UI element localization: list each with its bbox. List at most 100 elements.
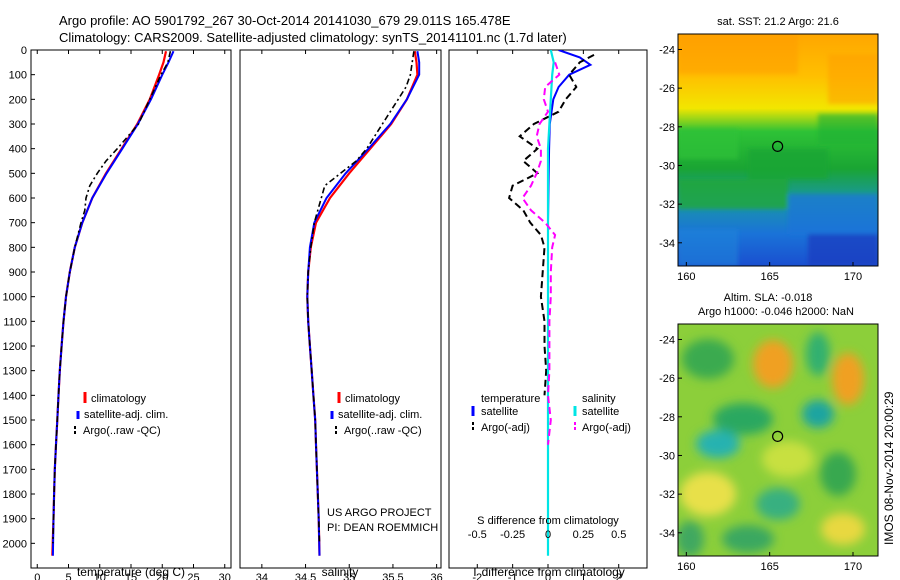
t-difference-axis-ticks: -2 -1 0 1 2 <box>472 50 622 580</box>
legend-header-salinity: salinity <box>582 393 616 405</box>
s-tick-label: 0.5 <box>611 529 626 541</box>
map-x-tick-label: 165 <box>760 271 778 283</box>
sst-map-frame <box>677 33 879 267</box>
x-tick-label: 2 <box>616 572 622 580</box>
salinity-legend: climatology satellite-adj. clim. Argo(..… <box>330 392 422 437</box>
map-y-tick-label: -34 <box>659 238 675 250</box>
x-tick-label: 35.5 <box>382 572 403 580</box>
x-tick-label: 35 <box>343 572 355 580</box>
salinity-axis-ticks: 34 34.5 35 35.5 36 <box>256 50 443 580</box>
project-pi: PI: DEAN ROEMMICH <box>327 522 438 534</box>
s-difference-xlabel: S difference from climatology <box>477 515 619 527</box>
y-tick-label: 1300 <box>3 366 27 378</box>
map-y-tick-label: -32 <box>659 199 675 211</box>
x-tick-label: 34.5 <box>295 572 316 580</box>
temperature-axis-ticks: 0 5 10 15 20 25 30 <box>34 50 231 580</box>
y-tick-label: 800 <box>9 242 27 254</box>
x-tick-label: -1 <box>508 572 518 580</box>
x-tick-label: 36 <box>431 572 443 580</box>
y-tick-label: 1500 <box>3 415 27 427</box>
map-x-tick-label: 170 <box>844 561 862 573</box>
y-tick-label: 600 <box>9 193 27 205</box>
sla-map-title: Altim. SLA: -0.018 <box>724 292 813 304</box>
salinity-xlabel: salinity <box>322 565 359 579</box>
map-y-tick-label: -30 <box>659 450 675 462</box>
legend-label-climatology: climatology <box>345 393 401 405</box>
x-tick-label: 10 <box>94 572 106 580</box>
sst-map-panel: sat. SST: 21.2 Argo: 21.6 160 165 170 -24 -2… <box>659 16 879 283</box>
sla-map-frame <box>677 323 879 557</box>
series-s-satellite-line <box>546 50 555 556</box>
y-tick-label: 1800 <box>3 489 27 501</box>
map-x-tick-label: 160 <box>677 271 695 283</box>
legend-label-argo: Argo(..raw -QC) <box>83 425 161 437</box>
y-tick-label: 1700 <box>3 464 27 476</box>
y-tick-label: 100 <box>9 70 27 82</box>
map-x-tick-label: 160 <box>677 561 695 573</box>
s-difference-axis-ticks: -0.5 -0.25 0 0.25 0.5 <box>468 529 627 541</box>
y-tick-label: 1100 <box>3 316 27 328</box>
sst-heatmap <box>678 34 878 266</box>
series-argo-line <box>52 51 172 544</box>
map-y-tick-label: -32 <box>659 489 675 501</box>
sla-map-panel: Altim. SLA: -0.018 Argo h1000: -0.046 h2… <box>659 292 879 573</box>
legend-header-temperature: temperature <box>481 393 540 405</box>
map-y-tick-label: -30 <box>659 160 675 172</box>
map-y-tick-label: -26 <box>659 83 675 95</box>
map-y-tick-label: -34 <box>659 528 675 540</box>
title-line-2: Climatology: CARS2009. Satellite-adjuste… <box>59 30 567 45</box>
project-name: US ARGO PROJECT <box>327 507 432 519</box>
depth-axis-ticks: 0 100 200 300 400 500 600 700 800 900 1000 1100 1200… <box>3 45 35 550</box>
x-tick-label: 0 <box>545 572 551 580</box>
s-tick-label: 0 <box>545 529 551 541</box>
legend-label-s-argo: Argo(-adj) <box>582 422 631 434</box>
temperature-panel: 0100200300400500600700800900100011001200… <box>3 45 232 580</box>
temperature-lines <box>51 50 175 556</box>
legend-label-climatology: climatology <box>91 393 147 405</box>
x-tick-label: 34 <box>256 572 268 580</box>
salinity-axes-frame <box>239 49 442 569</box>
y-tick-label: 1000 <box>3 292 27 304</box>
argo-location-marker <box>772 430 784 442</box>
y-tick-label: 1600 <box>3 440 27 452</box>
temperature-xlabel: temperature (deg C) <box>77 565 185 579</box>
sla-map-ticks: 160 165 170 -24 -26 -28 -30 -32 -34 <box>659 334 862 573</box>
s-tick-label: 0.25 <box>573 529 594 541</box>
legend-label-satellite: satellite-adj. clim. <box>338 409 422 421</box>
x-tick-label: 20 <box>156 572 168 580</box>
series-s-argo-line <box>521 61 561 445</box>
sst-map-title: sat. SST: 21.2 Argo: 21.6 <box>717 16 839 28</box>
map-y-tick-label: -24 <box>659 44 675 56</box>
sla-map-subtitle: Argo h1000: -0.046 h2000: NaN <box>698 306 854 318</box>
temperature-axes-frame <box>30 49 232 569</box>
y-tick-label: 400 <box>9 144 27 156</box>
legend-label-t-argo: Argo(-adj) <box>481 422 530 434</box>
legend-label-s-satellite: satellite <box>582 406 619 418</box>
y-tick-label: 700 <box>9 218 27 230</box>
map-y-tick-label: -24 <box>659 334 675 346</box>
map-y-tick-label: -28 <box>659 122 675 134</box>
map-x-tick-label: 170 <box>844 271 862 283</box>
y-tick-label: 900 <box>9 267 27 279</box>
map-y-tick-label: -28 <box>659 412 675 424</box>
y-tick-label: 1200 <box>3 341 27 353</box>
side-timestamp: IMOS 08-Nov-2014 20:00:29 <box>882 391 896 545</box>
x-tick-label: 5 <box>65 572 71 580</box>
s-tick-label: -0.25 <box>500 529 525 541</box>
sla-heatmap <box>678 324 878 556</box>
x-tick-label: -2 <box>472 572 482 580</box>
x-tick-label: 25 <box>187 572 199 580</box>
series-argo-line <box>306 51 415 544</box>
sst-map-ticks: 160 165 170 -24 -26 -28 -30 -32 -34 <box>659 44 862 283</box>
y-tick-label: 500 <box>9 168 27 180</box>
y-tick-label: 200 <box>9 94 27 106</box>
x-tick-label: 30 <box>219 572 231 580</box>
salinity-panel: 34 34.5 35 35.5 36 salinity climatology sate… <box>239 49 443 580</box>
legend-label-satellite: satellite-adj. clim. <box>84 409 168 421</box>
salinity-lines <box>306 51 421 556</box>
title-line-1: Argo profile: AO 5901792_267 30-Oct-2014… <box>59 13 511 28</box>
y-tick-label: 2000 <box>3 538 27 550</box>
t-difference-xlabel: T difference from climatology <box>471 565 625 579</box>
map-y-tick-label: -26 <box>659 373 675 385</box>
